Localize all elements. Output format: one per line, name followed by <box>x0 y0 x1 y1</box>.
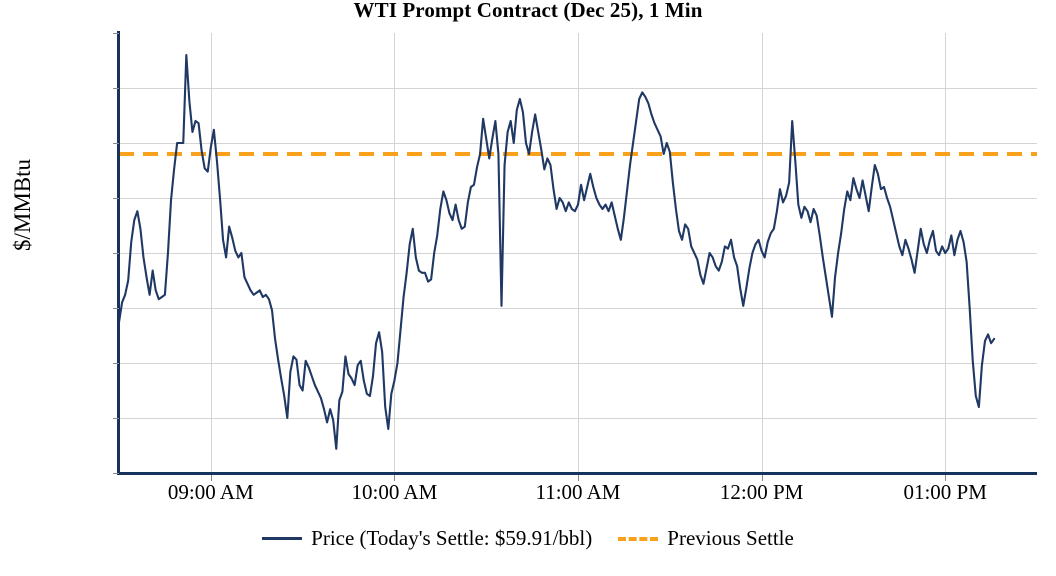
legend-label-price: Price (Today's Settle: $59.91/bbl) <box>311 526 593 550</box>
plot-area <box>119 33 1037 474</box>
gridline-vertical <box>394 33 396 473</box>
y-axis-label: $/MMBtu <box>10 158 35 252</box>
x-axis-tick-mark <box>761 475 763 481</box>
x-axis-tick-label: 09:00 AM <box>167 480 254 504</box>
x-axis-tick-label: 01:00 PM <box>903 480 987 504</box>
x-axis-tick-label: 12:00 PM <box>719 480 804 504</box>
x-axis-spine <box>117 472 1037 475</box>
legend-item-price[interactable]: Price (Today's Settle: $59.91/bbl) <box>262 526 592 551</box>
y-axis-tick-mark <box>113 473 119 474</box>
y-axis-tick-mark <box>113 253 119 254</box>
gridline-vertical <box>578 33 579 473</box>
y-axis-tick-mark <box>113 308 119 309</box>
chart-legend: Price (Today's Settle: $59.91/bbl) Previ… <box>0 526 1056 551</box>
previous-settle-swatch-icon <box>618 536 659 541</box>
y-axis-tick-mark <box>113 418 119 419</box>
legend-label-previous-settle: Previous Settle <box>667 526 794 550</box>
y-axis-tick-mark <box>113 198 119 199</box>
x-axis-tick-mark <box>578 475 579 481</box>
price-line-swatch-icon <box>262 537 303 540</box>
legend-item-previous-settle[interactable]: Previous Settle <box>618 526 794 551</box>
x-axis-tick-mark <box>394 475 396 481</box>
gridline-vertical <box>210 33 212 473</box>
x-axis-tick-label: 10:00 AM <box>351 480 438 504</box>
y-axis-tick-mark <box>113 33 119 34</box>
x-axis-tick-mark <box>210 475 212 481</box>
y-axis-tick-mark <box>113 143 119 144</box>
previous-settle-line <box>119 152 1037 156</box>
y-axis-tick-mark <box>113 88 119 89</box>
y-axis-tick-mark <box>113 363 119 364</box>
x-axis-tick-label: 11:00 AM <box>535 480 621 504</box>
x-axis-tick-mark <box>945 475 947 481</box>
chart-title: WTI Prompt Contract (Dec 25), 1 Min <box>353 0 703 22</box>
price-line <box>119 53 996 450</box>
